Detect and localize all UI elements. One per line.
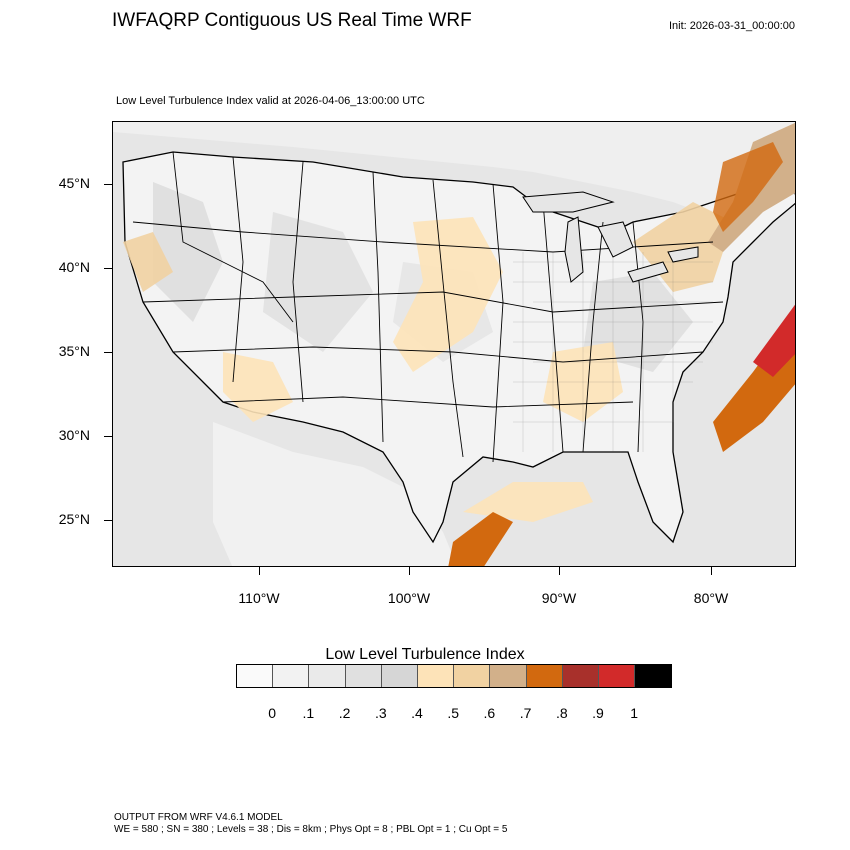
- legend-swatch: [381, 665, 418, 687]
- legend-tick-label: .2: [338, 705, 351, 721]
- legend-swatch: [454, 665, 491, 687]
- init-time-label: Init: 2026-03-31_00:00:00: [669, 20, 795, 32]
- lon-label-90w: 90°W: [541, 590, 577, 606]
- lon-tick: [259, 567, 260, 575]
- lon-label-100w: 100°W: [387, 590, 431, 606]
- mexico-land: [213, 422, 458, 566]
- lat-label-30n: 30°N: [58, 427, 90, 443]
- lat-tick: [104, 184, 112, 185]
- lat-label-45n: 45°N: [58, 175, 90, 191]
- legend-tick-label: 0: [268, 705, 277, 721]
- legend-swatch: [598, 665, 636, 687]
- lon-tick: [559, 567, 560, 575]
- lat-label-40n: 40°N: [58, 259, 90, 275]
- legend-swatch: [490, 665, 527, 687]
- chart-title: IWFAQRP Contiguous US Real Time WRF: [112, 10, 472, 31]
- legend-swatch: [635, 665, 672, 687]
- legend-swatch: [526, 665, 563, 687]
- turbulence-high: [448, 122, 795, 566]
- legend-swatch: [237, 665, 274, 687]
- lon-tick: [409, 567, 410, 575]
- county-borders: [513, 252, 713, 452]
- turbulence-moderate: [123, 202, 733, 522]
- legend-title: Low Level Turbulence Index: [325, 646, 525, 663]
- legend-swatch: [417, 665, 455, 687]
- legend-tick-label: .4: [411, 705, 423, 721]
- map-panel: [112, 121, 796, 567]
- legend-swatch: [309, 665, 346, 687]
- lat-label-25n: 25°N: [58, 511, 90, 527]
- legend-tick-label: .9: [592, 705, 604, 721]
- footer-line-1: OUTPUT FROM WRF V4.6.1 MODEL: [114, 812, 283, 823]
- footer-line-2: WE = 580 ; SN = 380 ; Levels = 38 ; Dis …: [114, 824, 508, 835]
- valid-time-label: Low Level Turbulence Index valid at 2026…: [116, 95, 425, 107]
- legend-tick-label: .6: [483, 705, 496, 721]
- legend-tick-label: .3: [374, 705, 387, 721]
- legend-tick-label: .5: [447, 705, 460, 721]
- legend-swatch: [273, 665, 310, 687]
- legend-swatch: [345, 665, 382, 687]
- great-lakes: [522, 191, 699, 283]
- legend-tick-label: .1: [302, 705, 315, 721]
- legend-swatch: [562, 665, 599, 687]
- lat-tick: [104, 436, 112, 437]
- lon-tick: [711, 567, 712, 575]
- lat-tick: [104, 352, 112, 353]
- legend-colorbar: [236, 664, 673, 688]
- lon-label-110w: 110°W: [238, 590, 280, 606]
- legend-tick-label: 1: [630, 705, 639, 721]
- canada-land: [113, 122, 795, 217]
- legend-tick-label: .7: [519, 705, 532, 721]
- legend-tick-label: .8: [555, 705, 568, 721]
- model-footer: OUTPUT FROM WRF V4.6.1 MODEL WE = 580 ; …: [114, 812, 507, 836]
- turbulence-map: [113, 122, 795, 566]
- lat-tick: [104, 268, 112, 269]
- state-borders: [132, 151, 724, 463]
- lat-tick: [104, 520, 112, 521]
- lat-label-35n: 35°N: [58, 343, 90, 359]
- lon-label-80w: 80°W: [693, 590, 729, 606]
